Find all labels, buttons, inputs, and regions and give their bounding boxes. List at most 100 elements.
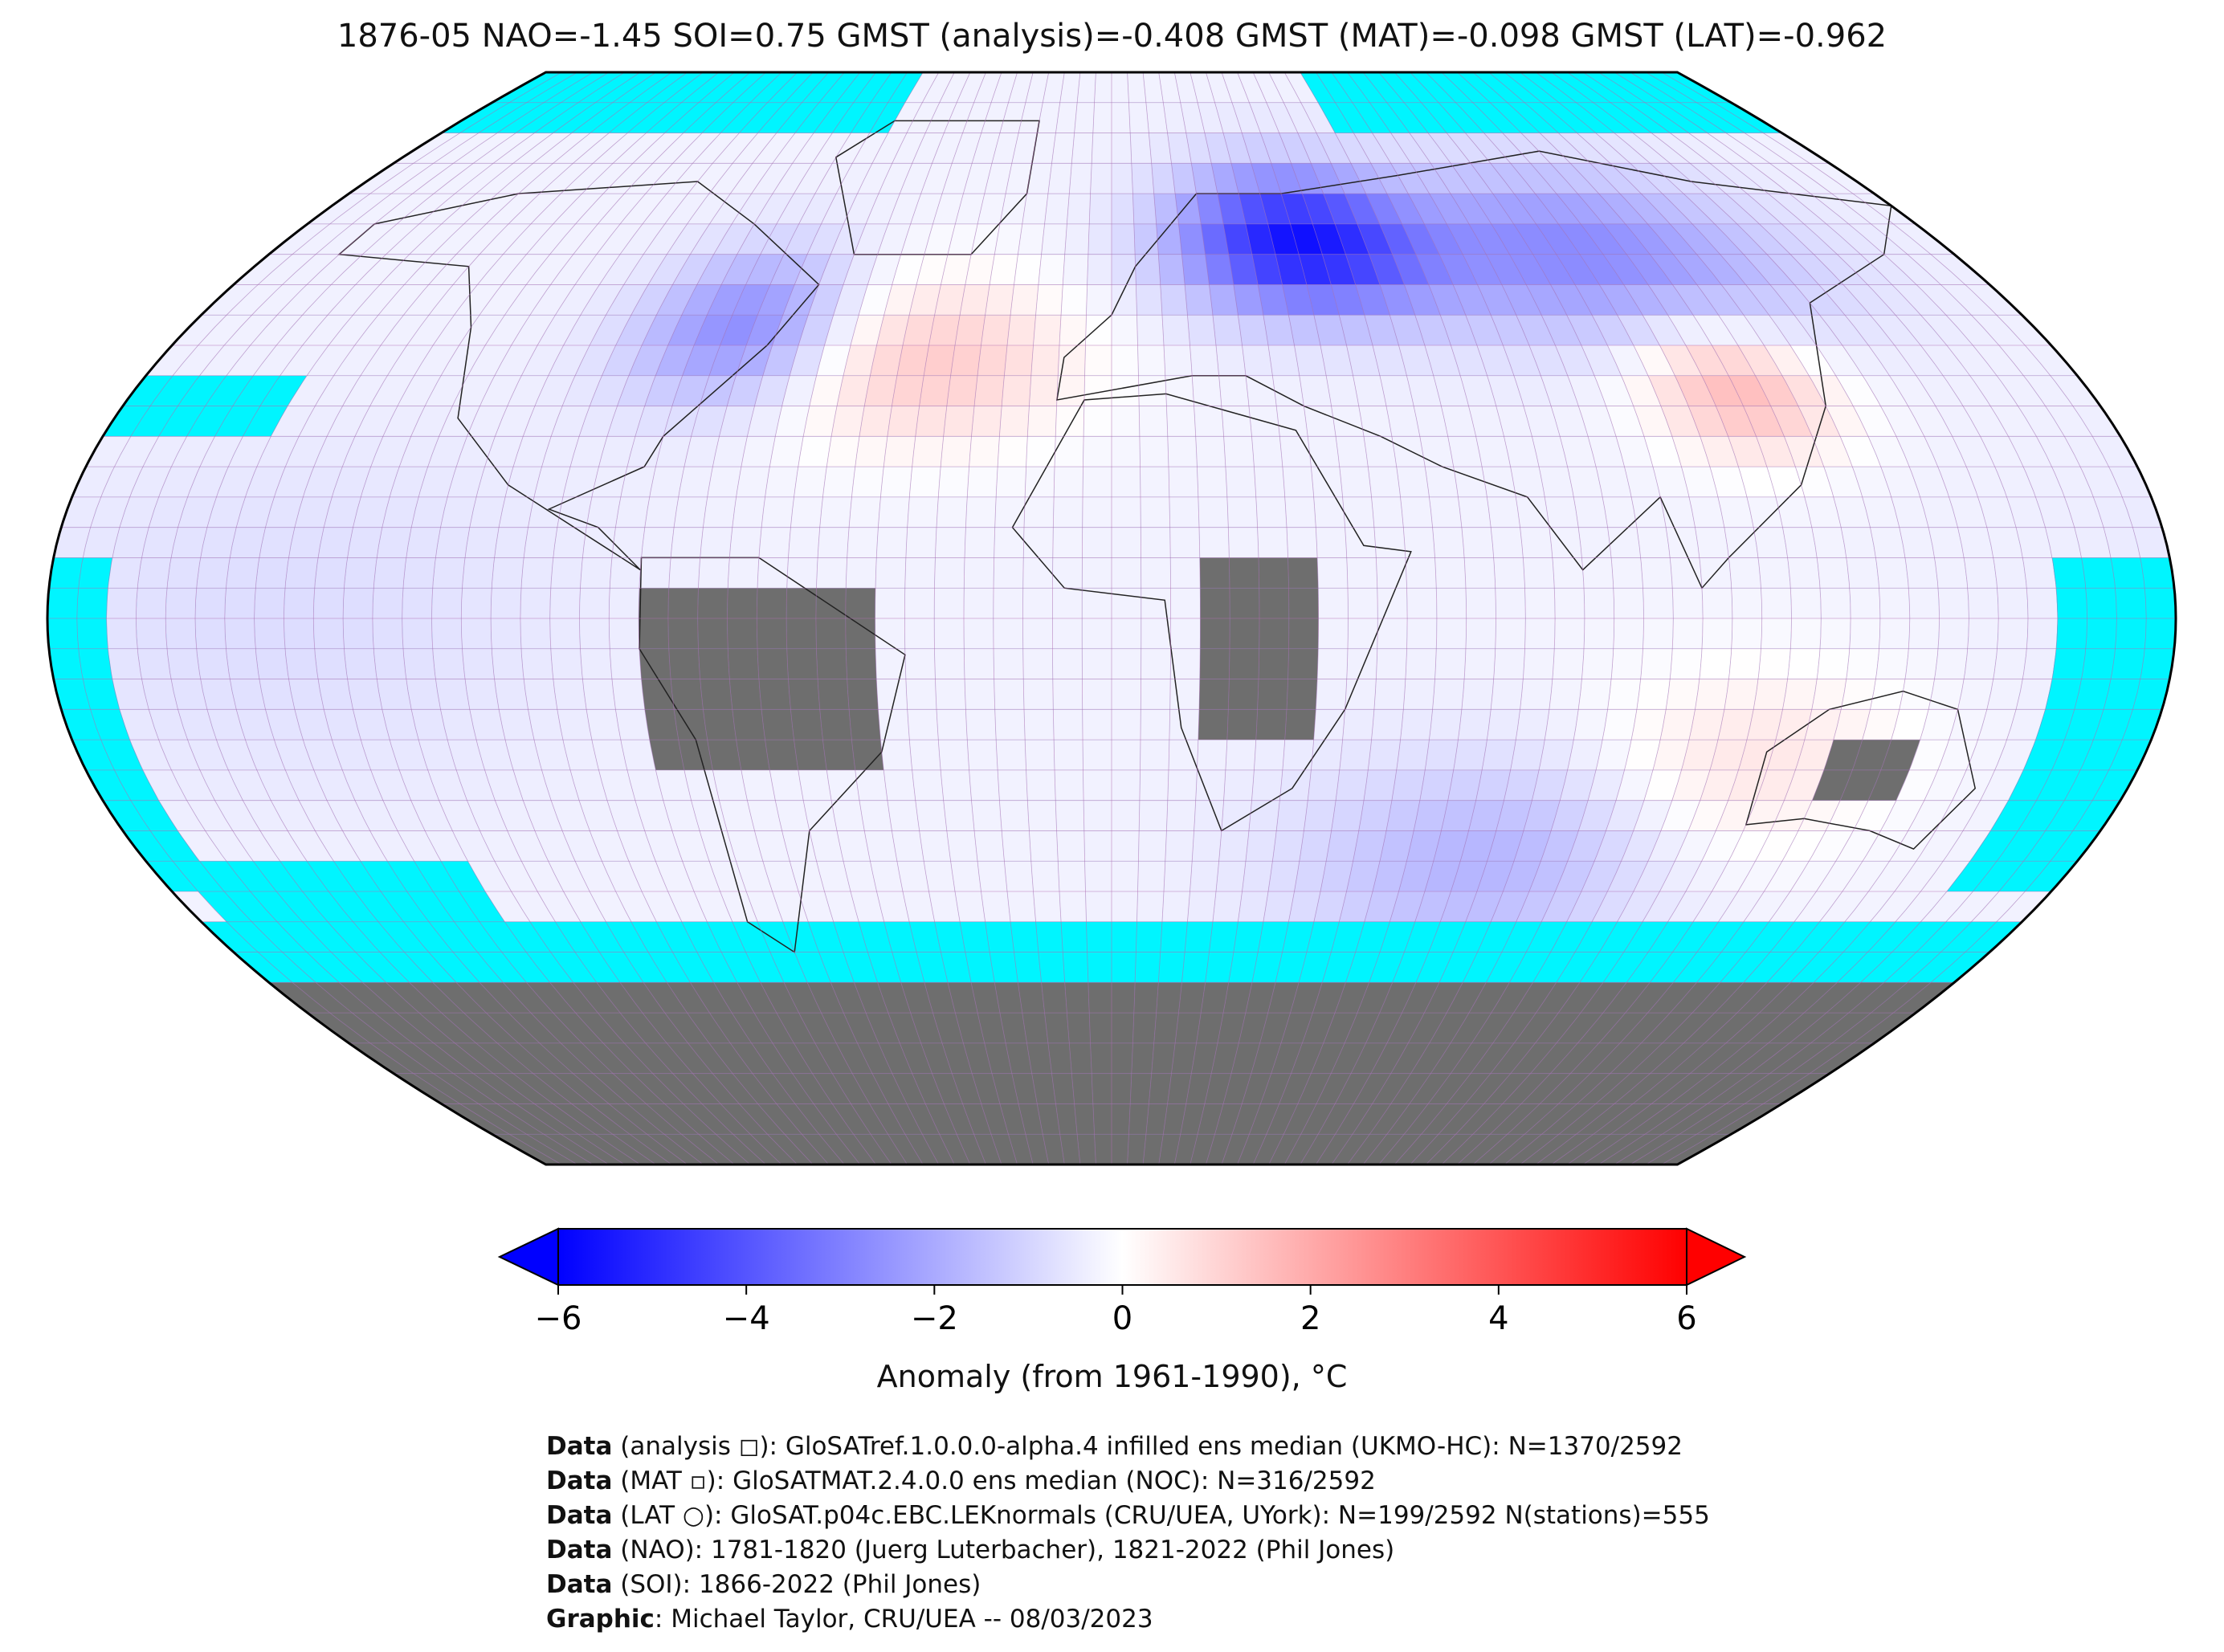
grid-cell [1943, 830, 1991, 862]
grid-cell [1141, 588, 1171, 618]
grid-cell [1883, 952, 1941, 983]
grid-cell [1199, 557, 1230, 589]
grid-cell [1331, 163, 1366, 194]
grid-cell [1018, 223, 1045, 255]
grid-cell [1380, 284, 1415, 316]
grid-cell [1051, 133, 1075, 164]
grid-cell [339, 223, 397, 255]
grid-cell [1260, 1073, 1292, 1104]
grid-cell [790, 709, 823, 740]
grid-cell [1429, 1013, 1469, 1043]
grid-cell [1318, 618, 1349, 649]
grid-cell [1320, 345, 1353, 376]
grid-cell [1653, 467, 1690, 497]
grid-cell [1880, 800, 1924, 831]
grid-cell [624, 1042, 673, 1074]
grid-cell [1745, 133, 1810, 164]
grid-cell [1283, 102, 1316, 133]
grid-cell [553, 679, 587, 710]
grid-cell [579, 618, 610, 649]
grid-cell [1088, 982, 1112, 1014]
grid-cell [1583, 72, 1646, 103]
grid-cell [946, 375, 977, 406]
grid-cell [938, 467, 969, 497]
grid-cell [2023, 467, 2065, 497]
grid-cell [1837, 952, 1892, 983]
grid-cell [671, 679, 704, 710]
grid-cell [2023, 375, 2073, 406]
grid-cell [1052, 557, 1083, 589]
grid-cell [1853, 800, 1896, 831]
graticule [47, 72, 2176, 1165]
grid-cell [1476, 345, 1514, 376]
grid-cell [76, 588, 108, 618]
grid-cell [1405, 648, 1437, 679]
grid-cell [974, 375, 1005, 406]
grid-cell [703, 709, 737, 740]
grid-cell [609, 588, 639, 618]
grid-cell [533, 740, 570, 770]
grid-cell [1607, 527, 1641, 558]
grid-cell [775, 406, 810, 437]
grid-cell [1239, 194, 1268, 224]
grid-cell [475, 163, 533, 194]
grid-cell [878, 709, 910, 740]
grid-cell [1200, 618, 1230, 649]
grid-cell [1316, 1134, 1353, 1165]
grid-cell [761, 496, 794, 528]
grid-cell [172, 315, 226, 345]
grid-cell [871, 1134, 908, 1165]
grid-cell [1112, 315, 1138, 345]
grid-cell [1185, 133, 1212, 164]
grid-cell [1860, 952, 1917, 983]
grid-cell [575, 1013, 625, 1043]
grid-cell [497, 1042, 553, 1074]
grid-cell [1112, 709, 1141, 740]
grid-cell [1627, 102, 1689, 133]
grid-cell [615, 709, 650, 740]
colorbar-tick-label: 2 [1300, 1300, 1320, 1337]
grid-cell [905, 679, 937, 710]
grid-cell [1112, 921, 1137, 952]
grid-cell [414, 345, 459, 376]
grid-cell [1335, 133, 1371, 164]
grid-cell [1692, 223, 1744, 255]
grid-cell [1781, 223, 1838, 255]
grid-cell [1199, 679, 1230, 710]
grid-cell [993, 618, 1023, 649]
grid-cell [871, 72, 908, 103]
grid-cell [530, 194, 582, 224]
grid-cell [1200, 588, 1230, 618]
grid-cell [1259, 648, 1289, 679]
grid-cell [1567, 375, 1606, 406]
grid-cell [688, 1042, 733, 1074]
grid-cell [493, 133, 553, 164]
grid-cell [649, 740, 684, 770]
grid-cell [1584, 618, 1614, 649]
grid-cell [1266, 1103, 1298, 1135]
world-anomaly-map [46, 71, 2177, 1166]
grid-cell [883, 921, 917, 952]
grid-cell [369, 163, 434, 194]
grid-cell [1426, 1134, 1473, 1165]
grid-cell [574, 254, 620, 285]
grid-cell [702, 102, 750, 133]
grid-cell [1662, 1103, 1727, 1135]
grid-cell [318, 527, 353, 558]
grid-cell [108, 557, 142, 589]
grid-cell [1630, 1134, 1697, 1165]
grid-cell [1731, 588, 1762, 618]
grid-cell [630, 284, 673, 316]
grid-cell [553, 1013, 603, 1043]
grid-cell [1483, 1073, 1531, 1104]
grid-cell [851, 102, 888, 133]
grid-cell [1112, 527, 1141, 558]
grid-cell [758, 679, 791, 710]
grid-cell [818, 1134, 860, 1165]
grid-cell [1949, 709, 1987, 740]
grid-cell [1692, 982, 1744, 1014]
grid-cell [276, 891, 328, 922]
grid-cell [1627, 1103, 1689, 1135]
grid-cell [1916, 375, 1964, 406]
grid-cell [690, 223, 732, 255]
